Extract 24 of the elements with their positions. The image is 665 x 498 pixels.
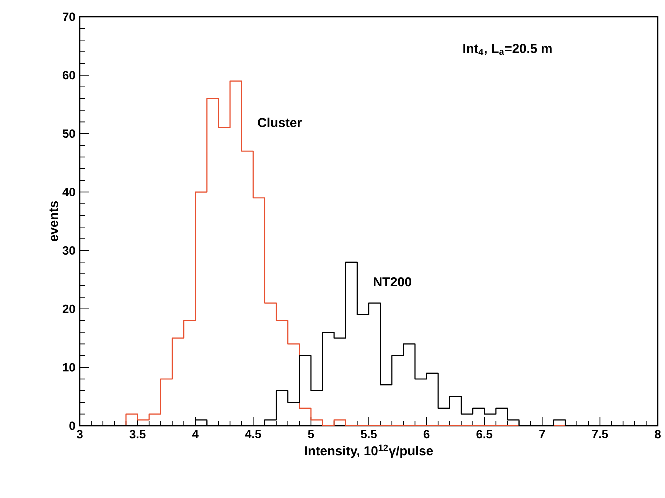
x-tick-label: 7.5 [592, 430, 608, 439]
x-tick-label: 4 [192, 430, 199, 438]
x-tick-label: 6.5 [476, 430, 493, 439]
x-tick-label: 3 [76, 430, 83, 439]
y-tick-label: 70 [63, 12, 76, 22]
x-tick-label: 5 [308, 430, 314, 439]
y-axis-title: events [50, 202, 58, 242]
y-tick-label: 40 [62, 188, 76, 197]
y-tick-label: 0 [70, 422, 76, 430]
y-tick-label: 60 [62, 71, 76, 80]
y-tick-label: 10 [63, 363, 76, 372]
y-tick-label: 50 [62, 130, 76, 138]
annotation: Int$_{4}$, L$_{a}$=20.5 m [464, 44, 552, 56]
x-tick-label: 7 [540, 430, 546, 438]
x-tick-label: 8 [655, 430, 661, 439]
x-tick-label: 6 [424, 430, 430, 439]
series-label: Cluster [258, 118, 302, 128]
x-tick-label: 4.5 [245, 430, 262, 439]
x-tick-label: 5.5 [361, 430, 377, 439]
y-tick-label: 30 [62, 246, 76, 255]
x-axis-title: Intensity, 10$^{12}$γ/pulse [305, 444, 434, 458]
series-label: NT200 [374, 277, 412, 287]
y-tick-label: 20 [62, 304, 76, 314]
x-tick-label: 3.5 [130, 430, 146, 439]
